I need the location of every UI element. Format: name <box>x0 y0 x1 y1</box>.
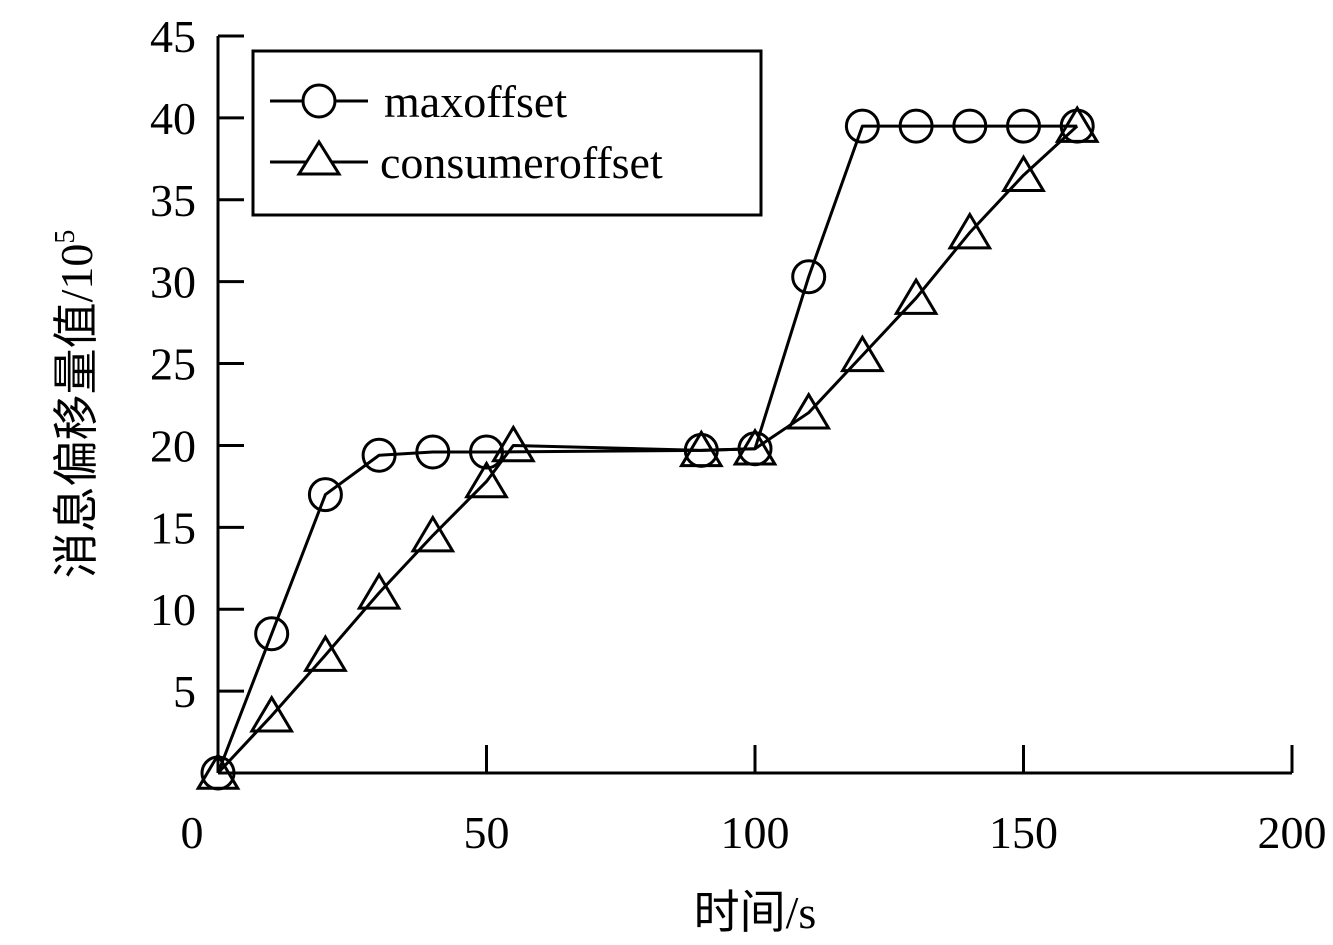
x-tick-label: 100 <box>721 807 790 858</box>
data-point-consumeroffset <box>249 694 295 733</box>
data-point-maxoffset <box>898 108 934 144</box>
y-tick-label: 30 <box>150 257 196 308</box>
y-ticks: 5 10 15 20 25 30 35 40 45 <box>150 11 244 717</box>
data-point-maxoffset <box>1006 108 1041 144</box>
data-point-consumeroffset <box>410 514 456 553</box>
y-tick-label: 45 <box>150 11 196 62</box>
legend-box <box>251 49 763 217</box>
data-point-consumeroffset <box>356 571 402 610</box>
data-point-consumeroffset <box>947 211 993 250</box>
data-point-maxoffset <box>844 108 880 144</box>
legend: maxoffset consumeroffset <box>251 49 763 217</box>
data-point-maxoffset <box>791 259 827 295</box>
x-tick-label: 200 <box>1258 807 1327 858</box>
data-point-consumeroffset <box>302 634 348 672</box>
legend-marker-maxoffset <box>301 83 337 119</box>
x-axis-title: 时间/s <box>694 887 817 938</box>
data-point-consumeroffset <box>464 460 509 499</box>
y-axis-title-exponent: 5 <box>50 230 81 244</box>
data-point-consumeroffset <box>839 334 885 373</box>
y-axis-title-main: 消息偏移量值/10 <box>51 244 102 579</box>
y-axis-title-group: 消息偏移量值/105 <box>50 230 102 579</box>
data-point-consumeroffset <box>1054 105 1100 143</box>
legend-marker-consumeroffset <box>296 139 342 176</box>
series-consumeroffset <box>195 105 1100 790</box>
data-point-maxoffset <box>254 616 290 652</box>
series-layer <box>195 105 1100 791</box>
data-point-consumeroffset <box>678 429 724 468</box>
series-line-consumeroffset <box>216 124 1079 775</box>
y-tick-label: 40 <box>150 93 196 144</box>
data-point-maxoffset <box>307 477 343 513</box>
y-axis-title: 消息偏移量值/105 <box>50 230 102 579</box>
legend-label-maxoffset: maxoffset <box>384 76 567 127</box>
data-point-maxoffset <box>361 437 397 473</box>
y-tick-label: 35 <box>150 175 196 226</box>
y-tick-label: 15 <box>150 502 196 553</box>
data-point-consumeroffset <box>893 277 939 315</box>
data-point-consumeroffset <box>195 752 241 790</box>
x-tick-label: 0 <box>181 807 204 858</box>
y-tick-label: 20 <box>150 420 196 471</box>
y-tick-label: 10 <box>150 584 196 635</box>
data-point-consumeroffset <box>786 391 832 430</box>
y-tick-label: 5 <box>173 666 196 717</box>
data-point-maxoffset <box>415 434 451 470</box>
data-point-consumeroffset <box>732 427 778 466</box>
legend-label-consumeroffset: consumeroffset <box>380 137 663 188</box>
x-tick-label: 150 <box>989 807 1058 858</box>
data-point-maxoffset <box>952 108 988 144</box>
data-point-consumeroffset <box>490 424 536 463</box>
x-tick-label: 50 <box>464 807 510 858</box>
data-point-maxoffset <box>469 434 504 470</box>
x-ticks: 0 50 100 150 200 <box>181 745 1327 858</box>
y-tick-label: 25 <box>150 339 196 390</box>
data-point-consumeroffset <box>1001 154 1046 193</box>
